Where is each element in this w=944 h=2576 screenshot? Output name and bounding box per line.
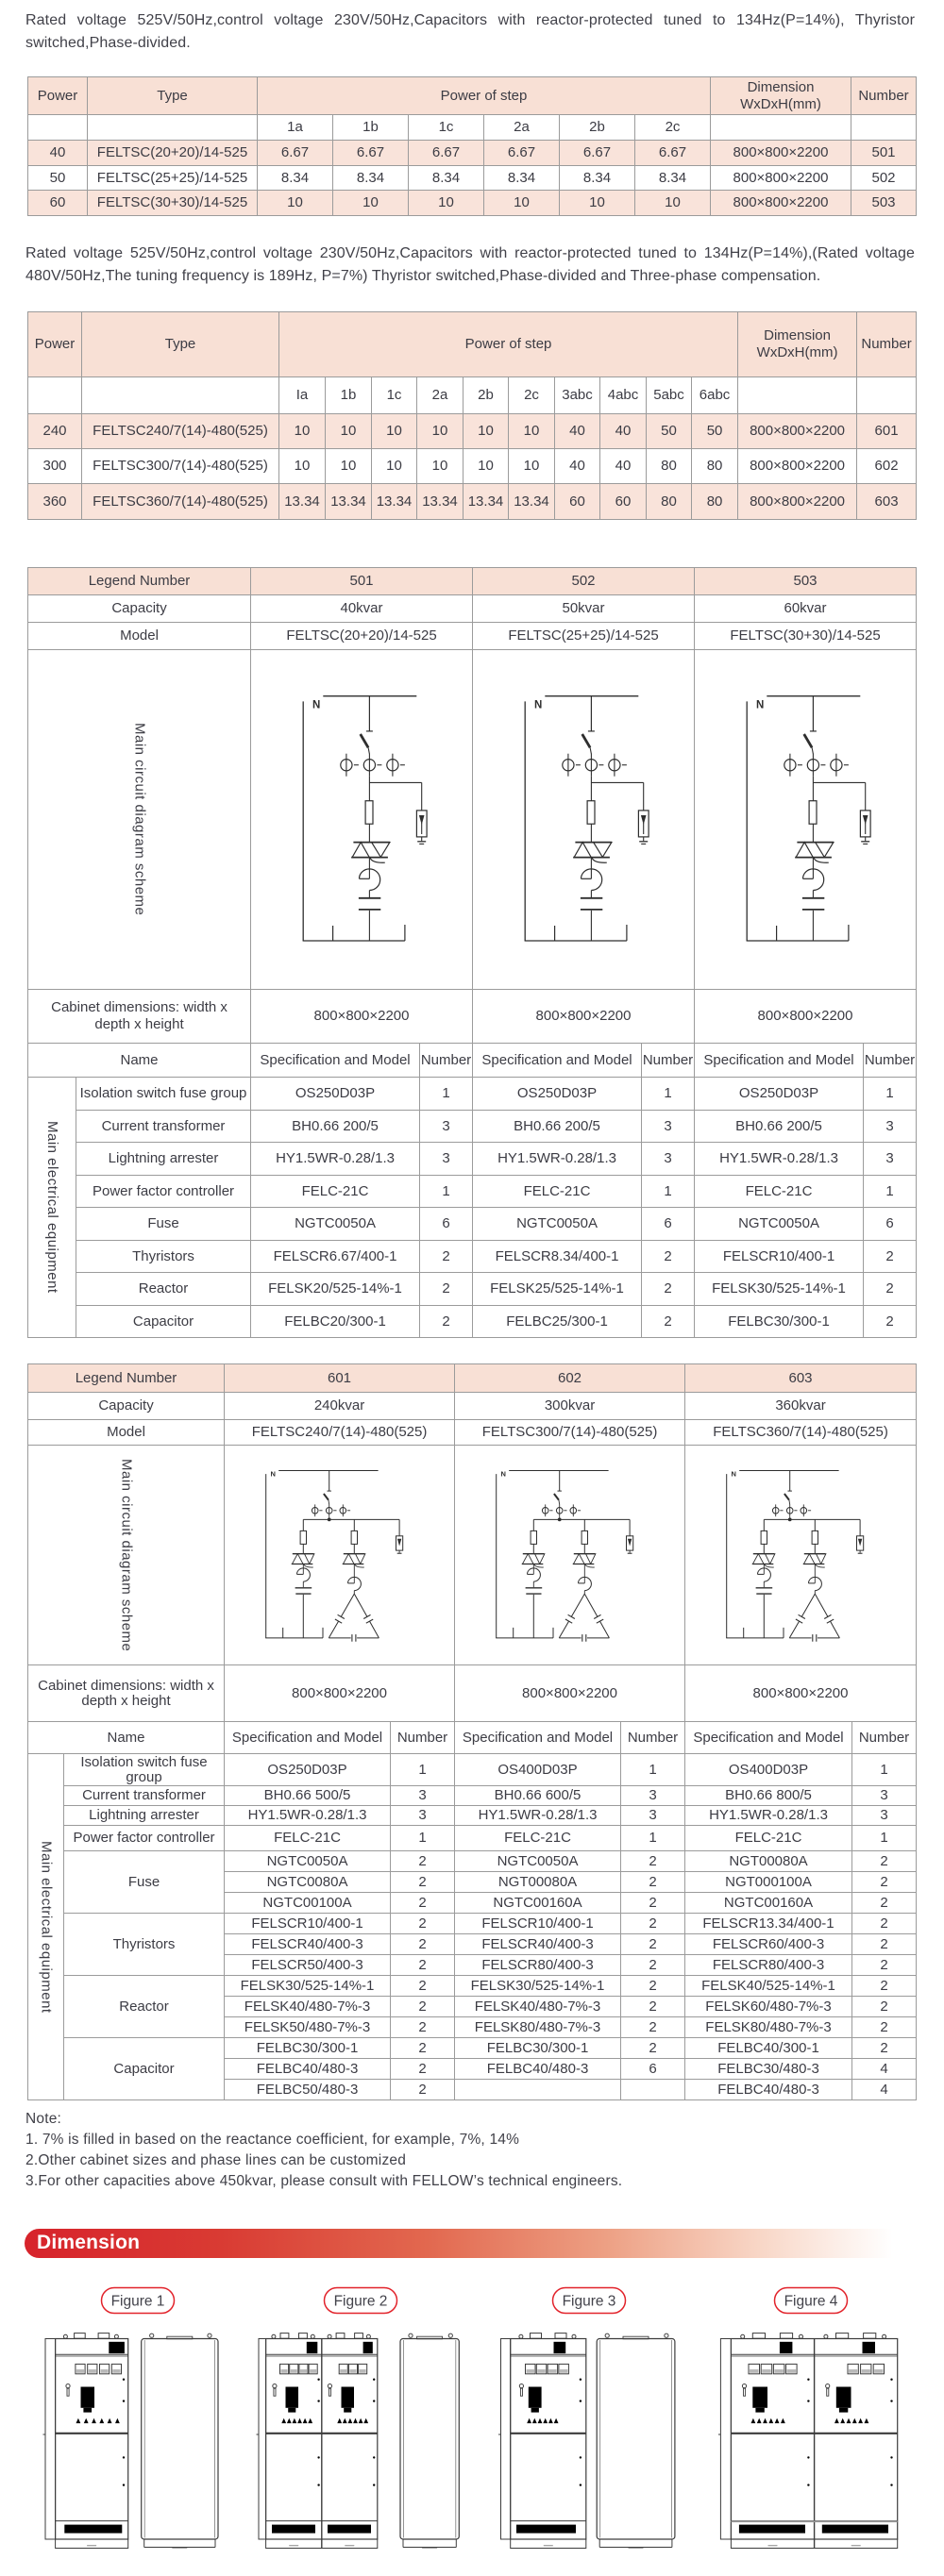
svg-text:Figure 3: Figure 3: [563, 2294, 616, 2310]
svg-text:Figure 4: Figure 4: [784, 2294, 838, 2310]
svg-text:Figure 1: Figure 1: [111, 2294, 165, 2310]
svg-text:Figure 2: Figure 2: [334, 2294, 388, 2310]
